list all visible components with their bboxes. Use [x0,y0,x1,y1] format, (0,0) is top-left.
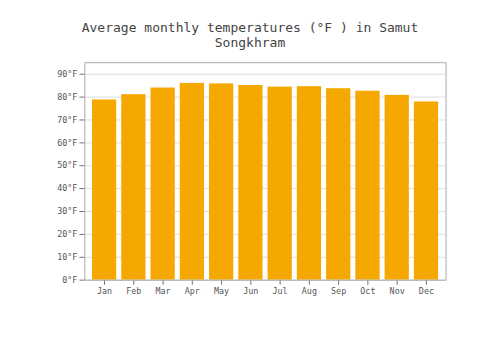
svg-text:Oct: Oct [360,286,375,296]
svg-text:Sep: Sep [331,286,346,296]
svg-text:May: May [214,286,229,296]
svg-text:80°F: 80°F [57,92,77,102]
svg-text:50°F: 50°F [57,160,77,170]
svg-text:10°F: 10°F [57,252,77,262]
svg-text:Apr: Apr [185,286,200,296]
svg-text:Feb: Feb [126,286,141,296]
svg-text:Jan: Jan [97,286,112,296]
svg-text:0°F: 0°F [62,275,77,285]
svg-text:Aug: Aug [302,286,317,296]
svg-text:Mar: Mar [155,286,170,296]
svg-text:Jul: Jul [273,286,288,296]
svg-text:Jun: Jun [243,286,258,296]
svg-text:20°F: 20°F [57,229,77,239]
svg-text:Dec: Dec [419,286,434,296]
svg-text:30°F: 30°F [57,206,77,216]
svg-text:40°F: 40°F [57,183,77,193]
svg-text:70°F: 70°F [57,115,77,125]
html-text:Average monthly temperatures (: Average monthly temperatures (°F ) in Sa… [81,20,419,50]
svg-text:Nov: Nov [390,286,405,296]
svg-text:90°F: 90°F [57,69,77,79]
svg-text:60°F: 60°F [57,138,77,148]
